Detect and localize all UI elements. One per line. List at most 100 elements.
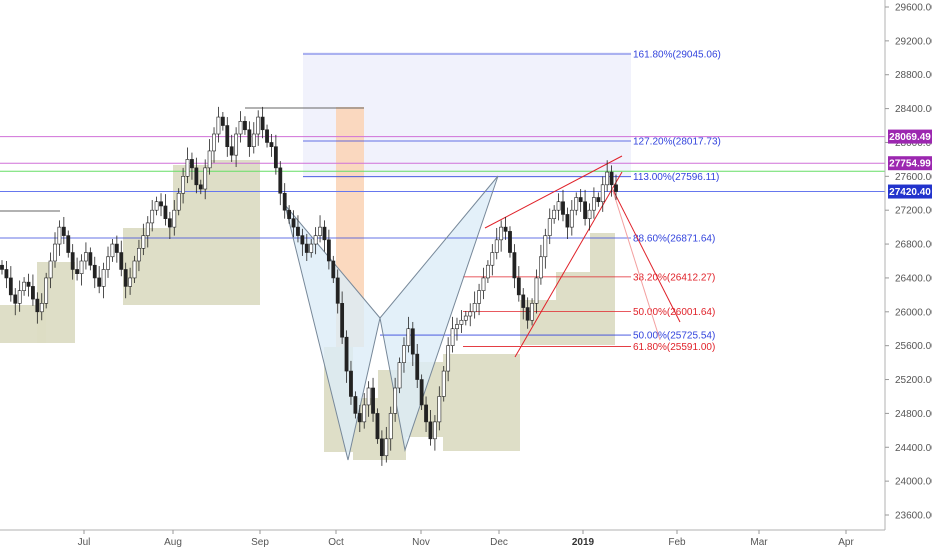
- candle-body: [428, 421, 433, 440]
- candle-body: [335, 277, 340, 304]
- candle-body: [578, 197, 583, 203]
- candle-body: [137, 248, 141, 262]
- candle-body: [300, 235, 305, 245]
- harmonic-leg: [379, 175, 499, 319]
- candle-body: [534, 277, 539, 304]
- channel-line: [484, 155, 623, 229]
- candle-body: [340, 303, 345, 338]
- candle-body: [66, 235, 71, 253]
- price-tick-label: 27200.00: [895, 206, 932, 217]
- candle-body: [150, 209, 155, 224]
- fib-label: 38.20%(26412.27): [633, 272, 715, 283]
- candle-body: [48, 260, 53, 279]
- candle-body: [243, 121, 247, 131]
- price-tick-label: 26400.00: [895, 273, 932, 284]
- candle-body: [194, 167, 199, 186]
- candle-body: [561, 201, 565, 215]
- price-tag: [888, 156, 932, 171]
- candle-body: [455, 324, 459, 330]
- candle-body: [477, 290, 481, 304]
- candle-body: [547, 218, 552, 236]
- candle-body: [101, 269, 106, 287]
- time-tick-label: Oct: [328, 537, 344, 548]
- candle-body: [265, 129, 269, 143]
- candle-body: [88, 252, 93, 266]
- candle-body: [141, 235, 146, 249]
- candle-body: [17, 290, 22, 304]
- candle-body: [256, 116, 261, 135]
- candle-body: [490, 252, 495, 266]
- candle-body: [539, 256, 543, 279]
- price-tick-label: 26000.00: [895, 307, 932, 318]
- candle-body: [84, 252, 88, 262]
- candle-body: [530, 303, 534, 321]
- price-tick-label: 29200.00: [895, 36, 932, 47]
- candle-body: [587, 209, 592, 219]
- price-tick-label: 25200.00: [895, 375, 932, 386]
- candle-body: [600, 184, 605, 203]
- candle-body: [4, 269, 9, 279]
- candle-body: [472, 303, 477, 313]
- candle-body: [371, 387, 375, 414]
- support-block: [443, 354, 520, 451]
- channel-line: [514, 171, 623, 358]
- support-block: [556, 272, 590, 345]
- fib-label: 61.80%(25591.00): [633, 342, 715, 353]
- candle-body: [185, 159, 190, 177]
- candle-body: [410, 328, 415, 355]
- candle-body: [39, 303, 44, 313]
- candle-body: [106, 256, 110, 270]
- price-tick-label: 26800.00: [895, 240, 932, 251]
- candle-body: [282, 192, 287, 211]
- time-axis[interactable]: Jul Aug Sep Oct Nov Dec 2019 Feb Mar Apr: [78, 530, 855, 548]
- candle-body: [176, 192, 181, 211]
- candle-body: [353, 396, 358, 414]
- price-tick-label: 28800.00: [895, 70, 932, 81]
- price-tick-label: 25600.00: [895, 341, 932, 352]
- candle-body: [154, 201, 159, 211]
- projection-line: [611, 187, 681, 323]
- candle-body: [441, 370, 446, 397]
- price-tick-label: 23600.00: [895, 511, 932, 522]
- candle-body: [344, 336, 349, 372]
- candle-body: [326, 239, 331, 262]
- candle-body: [583, 201, 587, 219]
- candle-body: [8, 277, 13, 296]
- candle-body: [198, 184, 203, 190]
- candle-body: [79, 260, 84, 274]
- candle-body: [499, 226, 504, 241]
- candle-body: [309, 243, 314, 253]
- candle-body: [114, 243, 119, 253]
- time-tick-label: Jul: [78, 537, 91, 548]
- candle-body: [415, 353, 420, 380]
- candle-body: [446, 345, 451, 372]
- candle-body: [296, 226, 300, 236]
- time-tick-label: Mar: [750, 537, 768, 548]
- candle-body: [494, 239, 499, 253]
- candle-body: [212, 133, 216, 152]
- price-tick-label: 28400.00: [895, 104, 932, 115]
- fib-label: 88.60%(26871.64): [633, 234, 715, 245]
- support-block: [173, 165, 208, 305]
- candlesticks: [0, 106, 618, 466]
- candle-body: [362, 404, 367, 423]
- candle-body: [397, 362, 402, 389]
- candle-body: [269, 142, 274, 147]
- candle-body: [424, 404, 428, 423]
- candle-body: [207, 150, 212, 169]
- candle-body: [357, 413, 362, 423]
- candle-body: [119, 252, 124, 270]
- candle-body: [44, 277, 49, 304]
- candle-body: [565, 214, 570, 228]
- candle-body: [238, 121, 243, 135]
- support-block: [590, 233, 615, 345]
- candle-body: [574, 197, 579, 211]
- candle-body: [605, 171, 610, 186]
- candle-body: [287, 209, 292, 219]
- candle-body: [220, 116, 225, 126]
- candle-body: [313, 235, 318, 245]
- harmonic-pattern: [0, 107, 681, 461]
- price-tag-label: 27420.40: [889, 187, 931, 198]
- price-tag: [888, 184, 932, 199]
